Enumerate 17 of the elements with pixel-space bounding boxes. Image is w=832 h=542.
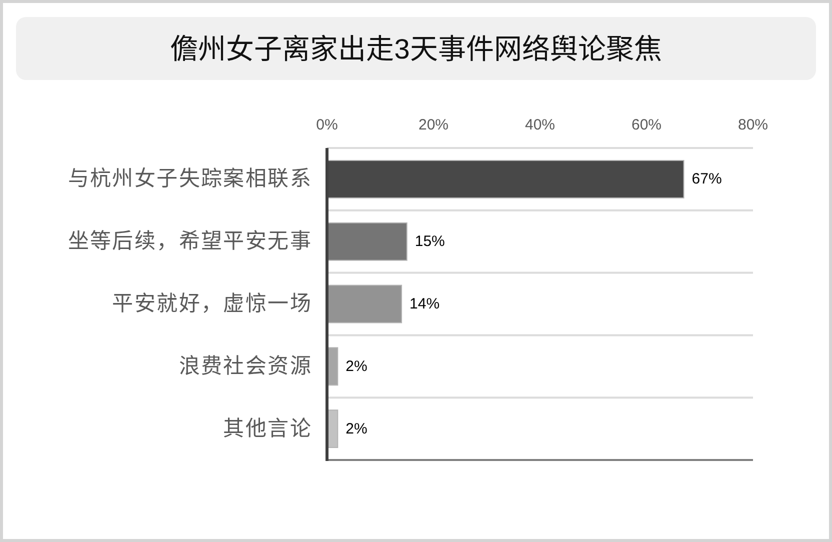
y-tick-label: 浪费社会资源 [178, 354, 312, 378]
y-tick-label: 坐等后续，希望平安无事 [68, 230, 312, 254]
y-tick-label: 与杭州女子失踪案相联系 [68, 168, 312, 191]
data-label: 14% [410, 296, 440, 312]
chart-title: 儋州女子离家出走3天事件网络舆论聚焦 [170, 34, 662, 64]
y-tick-label: 平安就好，虚惊一场 [112, 292, 312, 316]
x-tick-label: 80% [738, 116, 768, 134]
y-tick-label: 其他言论 [223, 417, 312, 440]
data-label: 67% [692, 170, 722, 188]
x-tick-label: 60% [631, 116, 662, 134]
data-label: 15% [414, 233, 445, 250]
x-tick-label: 40% [524, 116, 556, 134]
x-tick-label: 20% [418, 116, 449, 134]
x-tick-label: 0% [316, 116, 338, 134]
data-label: 2% [346, 358, 368, 375]
data-label: 2% [346, 420, 368, 438]
title: 儋州女子离家出走3天事件网络舆论聚焦 [16, 17, 816, 80]
